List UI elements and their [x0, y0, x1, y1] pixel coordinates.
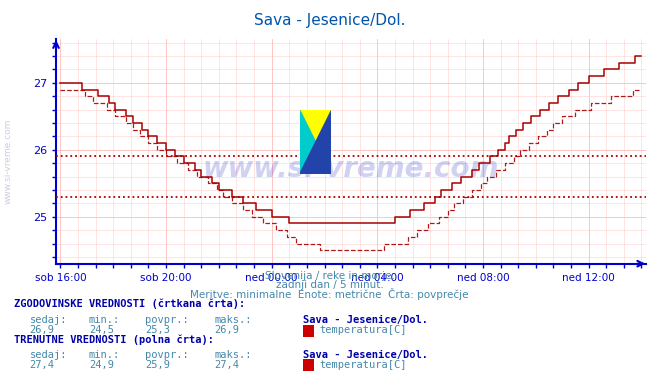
Text: 26,9: 26,9 [30, 325, 55, 335]
Polygon shape [300, 110, 331, 174]
Text: 25,9: 25,9 [145, 360, 170, 370]
Text: temperatura[C]: temperatura[C] [320, 325, 407, 335]
Text: min.:: min.: [89, 350, 120, 359]
Text: 25,3: 25,3 [145, 325, 170, 335]
Text: 26,9: 26,9 [214, 325, 239, 335]
Text: Sava - Jesenice/Dol.: Sava - Jesenice/Dol. [303, 315, 428, 325]
Polygon shape [300, 110, 331, 174]
Text: 24,5: 24,5 [89, 325, 114, 335]
Text: TRENUTNE VREDNOSTI (polna črta):: TRENUTNE VREDNOSTI (polna črta): [14, 334, 214, 345]
Text: povpr.:: povpr.: [145, 315, 188, 325]
Polygon shape [300, 110, 331, 174]
Text: maks.:: maks.: [214, 350, 252, 359]
Text: min.:: min.: [89, 315, 120, 325]
Text: temperatura[C]: temperatura[C] [320, 360, 407, 370]
Text: Sava - Jesenice/Dol.: Sava - Jesenice/Dol. [303, 350, 428, 359]
Text: sedaj:: sedaj: [30, 350, 67, 359]
Text: www.si-vreme.com: www.si-vreme.com [203, 156, 499, 183]
Text: 27,4: 27,4 [30, 360, 55, 370]
Text: ZGODOVINSKE VREDNOSTI (črtkana črta):: ZGODOVINSKE VREDNOSTI (črtkana črta): [14, 298, 246, 309]
Text: sedaj:: sedaj: [30, 315, 67, 325]
Text: Sava - Jesenice/Dol.: Sava - Jesenice/Dol. [254, 13, 405, 28]
Text: 24,9: 24,9 [89, 360, 114, 370]
Text: povpr.:: povpr.: [145, 350, 188, 359]
Text: Meritve: minimalne  Enote: metrične  Črta: povprečje: Meritve: minimalne Enote: metrične Črta:… [190, 288, 469, 300]
Text: zadnji dan / 5 minut.: zadnji dan / 5 minut. [275, 280, 384, 290]
Text: Slovenija / reke in morje.: Slovenija / reke in morje. [264, 271, 395, 281]
Text: 27,4: 27,4 [214, 360, 239, 370]
Text: maks.:: maks.: [214, 315, 252, 325]
Text: www.si-vreme.com: www.si-vreme.com [3, 118, 13, 203]
